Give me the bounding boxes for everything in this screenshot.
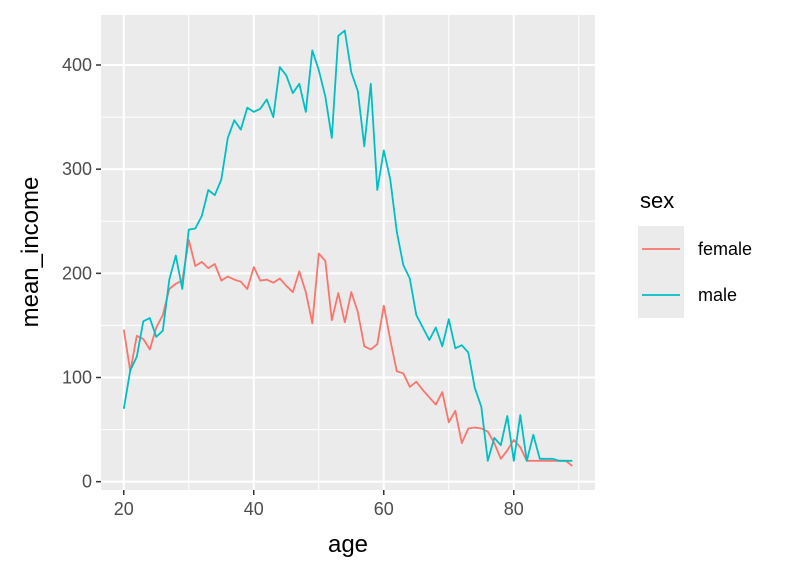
y-tick-label: 300 [62, 159, 92, 179]
minor-gridlines [101, 15, 595, 490]
major-gridlines [101, 15, 595, 490]
y-axis: 0 100 200 300 400 [62, 55, 101, 492]
series-line-male [122, 29, 573, 462]
x-axis: 20 40 60 80 [114, 490, 524, 519]
x-tick-label: 60 [374, 499, 394, 519]
x-tick-label: 20 [114, 499, 134, 519]
legend-title: sex [640, 188, 674, 213]
legend-label-male: male [698, 285, 737, 305]
x-tick-label: 40 [244, 499, 264, 519]
legend: sex female male [638, 188, 752, 318]
series-lines [122, 29, 573, 467]
plot-panel [101, 15, 595, 490]
x-axis-title: age [328, 531, 368, 558]
y-axis-title: mean_income [17, 177, 44, 328]
legend-label-female: female [698, 239, 752, 259]
y-tick-label: 0 [82, 472, 92, 492]
y-tick-label: 200 [62, 263, 92, 283]
series-line-female [122, 239, 573, 467]
y-tick-label: 100 [62, 368, 92, 388]
x-tick-label: 80 [504, 499, 524, 519]
y-tick-label: 400 [62, 55, 92, 75]
